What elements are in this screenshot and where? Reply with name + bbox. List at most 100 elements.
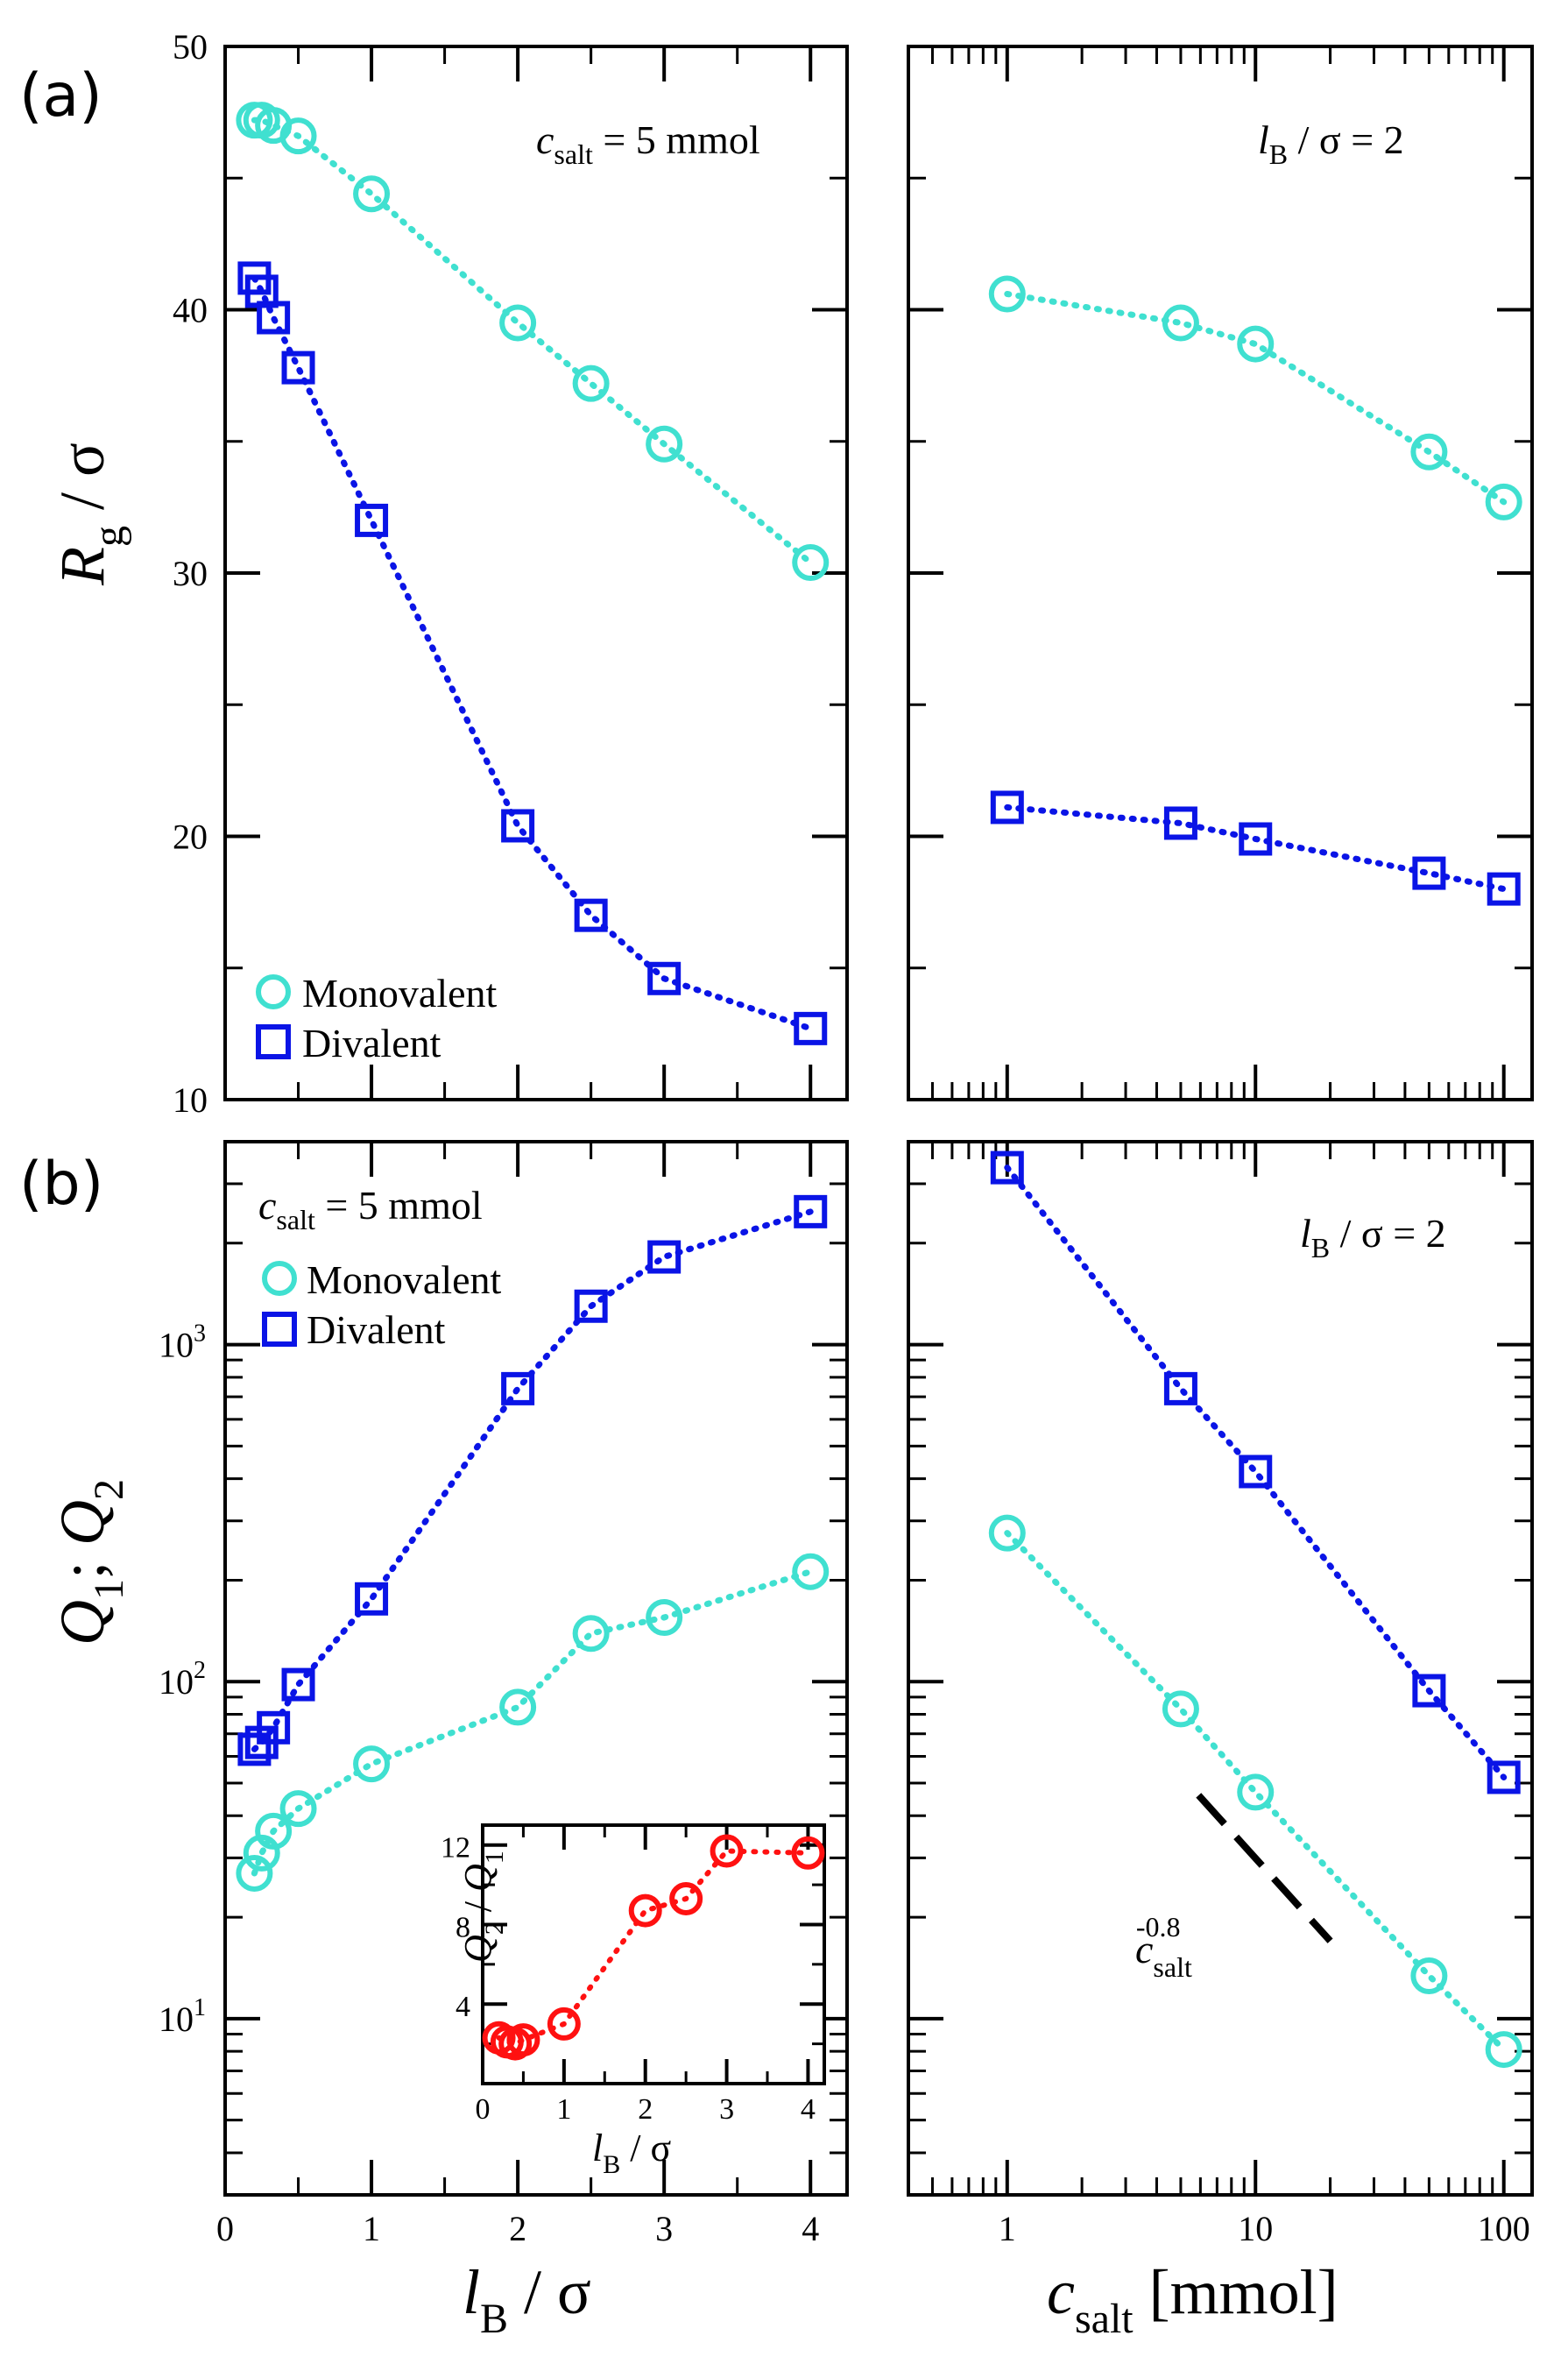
data-point-circle-marker [236, 1854, 273, 1892]
y-tick-label: 4 [456, 1991, 470, 2023]
annotation-lB-a: lB / σ = 2 [1258, 117, 1404, 170]
x-tick-label: 3 [655, 2209, 673, 2248]
y-tick-label: 10 [173, 1080, 208, 1120]
data-point-square-marker [501, 1371, 535, 1405]
data-point-circle-marker [279, 117, 317, 155]
plot-b-right: lB / σ = 2 csalt-0.8 1 10 100 [907, 1140, 1534, 2248]
power-law-guide-line [1196, 1793, 1333, 1943]
data-point-square-marker [281, 1667, 315, 1702]
data-point-circle-marker [499, 1688, 537, 1726]
series-line-monovalent [251, 117, 814, 566]
legend-b: Monovalent Divalent [262, 1257, 502, 1352]
x-tick-label: 2 [509, 2209, 526, 2248]
data-point-circle-marker [1410, 1957, 1448, 1994]
b-right-frame [907, 1140, 1534, 2197]
data-point-square-marker [257, 1710, 291, 1745]
data-point-square-marker [501, 809, 535, 843]
y-tick-label: 101 [159, 1994, 206, 2039]
data-point-square-marker [1239, 1454, 1273, 1489]
panel-label-b: (b) [19, 1150, 103, 1219]
ylabel-b: Q1; Q2 [47, 1479, 132, 1646]
data-point-square-marker [1412, 1674, 1446, 1708]
data-point-square-marker [990, 1150, 1024, 1185]
data-point-square-marker [1487, 872, 1521, 906]
data-point-square-marker [647, 961, 682, 995]
legend-b-monovalent-marker [262, 1261, 297, 1296]
data-point-circle-marker [353, 1745, 391, 1783]
data-point-square-marker [1163, 1371, 1197, 1405]
legend-a-monovalent-label: Monovalent [302, 971, 498, 1016]
data-point-square-marker [355, 1582, 389, 1616]
y-tick-label: 50 [173, 27, 208, 67]
x-tick-label: 4 [802, 2209, 819, 2248]
legend-b-divalent-marker [262, 1312, 297, 1347]
series-line-monovalent [251, 1568, 814, 1877]
data-point-circle-marker [1237, 1773, 1275, 1811]
data-point-circle-marker [353, 175, 391, 213]
data-point-circle-marker [710, 1834, 744, 1868]
y-tick-label: 12 [441, 1832, 470, 1865]
x-tick-label: 0 [216, 2209, 234, 2248]
data-point-circle-marker [1162, 304, 1199, 342]
xlabel-right: csalt [mmol] [1047, 2257, 1338, 2342]
data-point-square-marker [237, 1732, 272, 1766]
data-point-circle-marker [499, 304, 537, 342]
data-point-circle-marker [506, 2023, 540, 2057]
legend-a-monovalent-marker [256, 974, 291, 1009]
y-tick-label: 8 [456, 1911, 470, 1943]
data-point-square-marker [1163, 806, 1197, 840]
xlabel-left: lB / σ [463, 2257, 591, 2342]
annotation-lB-b: lB / σ = 2 [1300, 1211, 1446, 1263]
x-tick-label: 1 [363, 2209, 380, 2248]
data-point-circle-marker [255, 1812, 293, 1850]
series-line-divalent [251, 274, 814, 1032]
data-point-circle-marker [1485, 483, 1522, 520]
legend-a: Monovalent Divalent [256, 971, 498, 1065]
series-line-divalent [1004, 1164, 1508, 1780]
y-tick-label: 102 [159, 1657, 206, 1702]
panel-label-a: (a) [19, 61, 102, 131]
data-point-square-marker [1412, 856, 1446, 890]
y-tick-label: 30 [173, 554, 208, 593]
y-tick-label: 40 [173, 291, 208, 330]
legend-a-divalent-label: Divalent [302, 1021, 441, 1065]
data-point-square-marker [647, 1240, 682, 1274]
data-point-square-marker [574, 898, 608, 932]
data-point-square-marker [281, 350, 315, 385]
x-tick-label: 1 [999, 2209, 1016, 2248]
data-point-square-marker [794, 1011, 828, 1045]
data-point-circle-marker [572, 364, 610, 402]
data-point-square-marker [355, 503, 389, 537]
plot-a-left: csalt = 5 mmol Monovalent Divalent 10 20 3… [173, 27, 849, 1120]
x-tick-label: 10 [1238, 2209, 1273, 2248]
x-tick-label: 2 [638, 2093, 653, 2126]
data-point-circle-marker [628, 1893, 662, 1928]
a-left-frame [223, 45, 849, 1101]
data-point-circle-marker [792, 543, 830, 581]
inset-xlabel: lB / σ [592, 2127, 671, 2179]
annotation-csalt-a: csalt = 5 mmol [536, 117, 760, 170]
data-point-square-marker [257, 301, 291, 335]
data-point-circle-marker [572, 1615, 610, 1653]
data-point-square-marker [990, 790, 1024, 825]
y-tick-label: 20 [173, 817, 208, 857]
a-right-frame [907, 45, 1534, 1101]
b-left-frame [223, 1140, 849, 2197]
guide-label: csalt-0.8 [1135, 1911, 1192, 1983]
series-line-divalent [251, 1208, 814, 1752]
legend-b-divalent-label: Divalent [307, 1307, 446, 1352]
data-point-circle-marker [792, 1553, 830, 1590]
series-line-divalent [1004, 803, 1508, 893]
x-tick-label: 4 [801, 2093, 816, 2126]
data-point-circle-marker [1237, 325, 1275, 363]
data-point-circle-marker [1410, 433, 1448, 471]
x-tick-label: 3 [719, 2093, 734, 2126]
data-point-circle-marker [1162, 1690, 1199, 1728]
data-point-circle-marker [791, 1836, 825, 1870]
data-point-circle-marker [1485, 2031, 1522, 2069]
data-point-circle-marker [279, 1790, 317, 1828]
legend-a-divalent-marker [256, 1024, 291, 1059]
series-line-monovalent [1004, 1530, 1508, 2053]
